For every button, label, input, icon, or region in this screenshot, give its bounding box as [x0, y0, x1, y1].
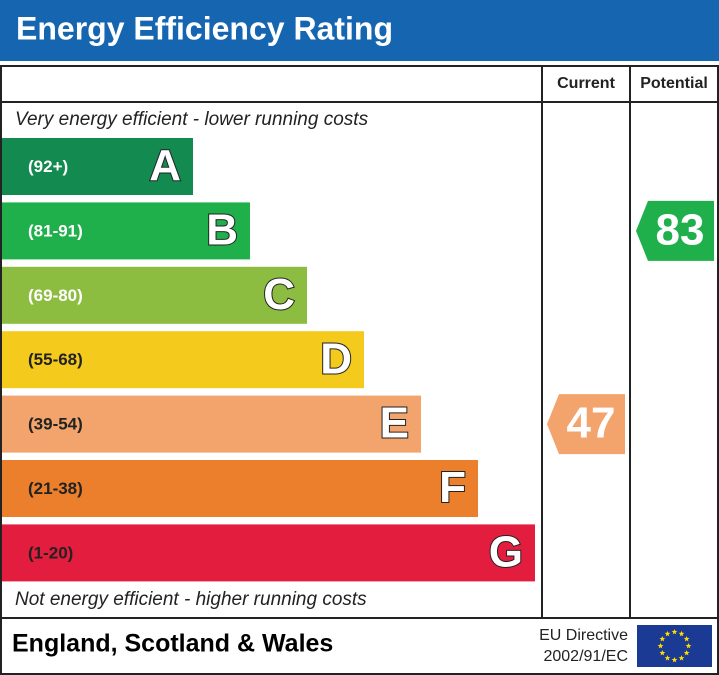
directive: EU Directive: [539, 627, 628, 644]
rating-value: 47: [567, 399, 616, 448]
frame: [0, 65, 719, 675]
title: Energy Efficiency Rating: [16, 10, 393, 46]
band: [2, 331, 364, 389]
bottom-note: Not energy efficient - higher running co…: [15, 589, 367, 610]
band-range: (92+): [28, 157, 68, 176]
star: [683, 636, 690, 642]
rating-arrow: [547, 394, 625, 455]
band-letter: A: [149, 141, 181, 190]
band-range: (39-54): [28, 415, 83, 434]
band-letter: E: [380, 399, 409, 448]
star: [678, 655, 685, 661]
band-range: (21-38): [28, 479, 83, 498]
band: [2, 395, 421, 453]
band-letter: C: [263, 270, 295, 319]
star: [671, 657, 678, 663]
star: [659, 650, 666, 656]
band: [2, 266, 307, 324]
directive: 2002/91/EC: [543, 648, 628, 665]
band: [2, 202, 250, 260]
column-header: Current: [557, 75, 615, 92]
star: [678, 630, 685, 637]
top-note: Very energy efficient - lower running co…: [15, 109, 369, 130]
star: [671, 629, 678, 635]
rating-arrow: [636, 200, 714, 261]
band: [2, 460, 478, 517]
band-letter: F: [439, 463, 466, 512]
band-range: (55-68): [28, 350, 83, 369]
star: [664, 655, 671, 661]
band-range: (1-20): [28, 543, 73, 562]
band: [2, 138, 193, 195]
eu-stars: [657, 629, 692, 663]
band-range: (81-91): [28, 221, 83, 240]
rating-value: 83: [656, 206, 705, 255]
star: [683, 650, 690, 656]
star: [685, 643, 692, 649]
star: [664, 630, 671, 637]
band: [2, 524, 535, 582]
band-letter: B: [206, 206, 238, 255]
region: England, Scotland & Wales: [12, 630, 333, 658]
star: [657, 643, 664, 649]
column-header: Potential: [640, 75, 708, 92]
band-letter: G: [489, 528, 523, 577]
band-range: (69-80): [28, 286, 83, 305]
title-bar: [0, 0, 719, 61]
star: [659, 636, 666, 642]
band-letter: D: [320, 334, 352, 383]
